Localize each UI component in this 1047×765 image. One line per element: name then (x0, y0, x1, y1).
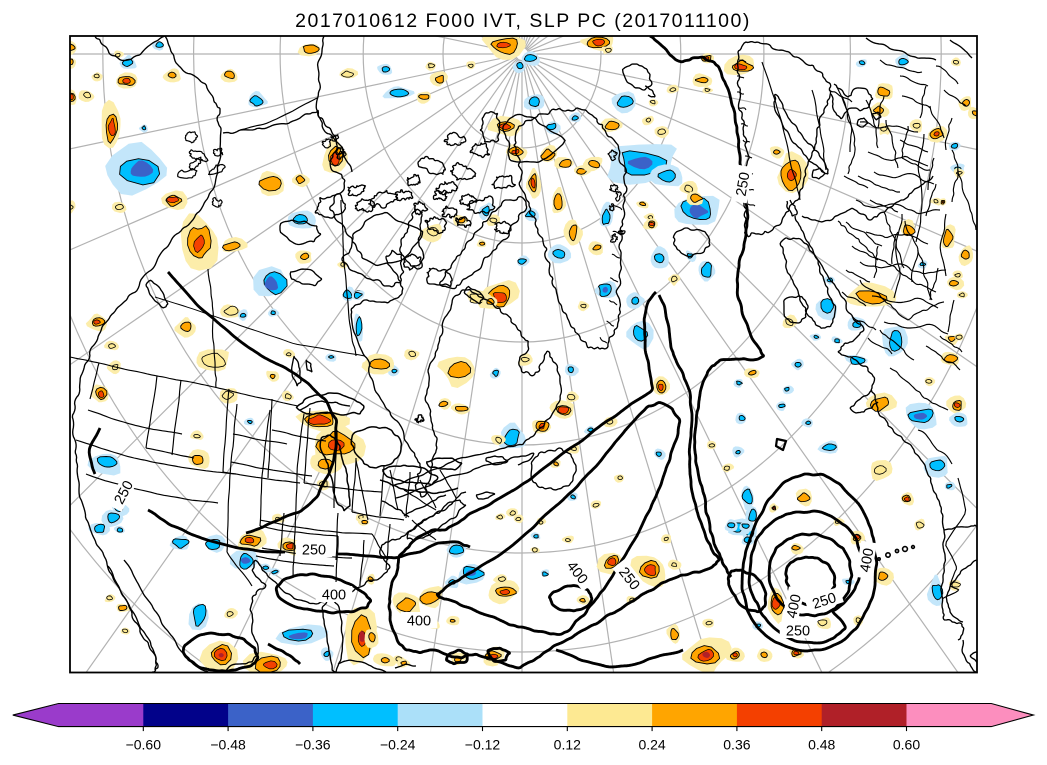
svg-text:−0.36: −0.36 (295, 737, 331, 753)
svg-text:400: 400 (322, 588, 346, 604)
svg-text:−0.12: −0.12 (465, 737, 501, 753)
svg-text:−0.24: −0.24 (380, 737, 416, 753)
svg-text:0.24: 0.24 (638, 737, 665, 753)
svg-text:250: 250 (810, 590, 838, 613)
svg-text:250: 250 (786, 624, 810, 640)
svg-text:250: 250 (733, 171, 753, 198)
svg-text:400: 400 (857, 547, 877, 574)
svg-text:0.60: 0.60 (893, 737, 920, 753)
svg-text:0.48: 0.48 (808, 737, 835, 753)
svg-text:250: 250 (302, 543, 326, 559)
svg-text:400: 400 (784, 593, 805, 620)
svg-text:0.36: 0.36 (723, 737, 750, 753)
svg-text:2017010612 F000 IVT, SLP PC (2: 2017010612 F000 IVT, SLP PC (2017011100) (295, 10, 751, 32)
svg-text:400: 400 (407, 614, 431, 630)
svg-text:−0.60: −0.60 (126, 737, 162, 753)
svg-text:0.12: 0.12 (554, 737, 581, 753)
svg-text:−0.48: −0.48 (210, 737, 246, 753)
